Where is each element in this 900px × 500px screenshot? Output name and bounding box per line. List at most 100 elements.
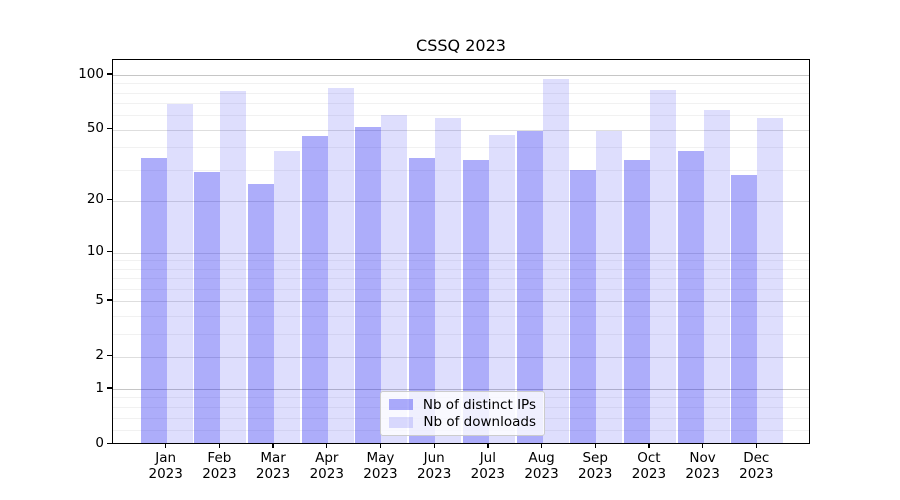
x-tick-year: 2023	[578, 465, 613, 482]
bar-distinct-ips	[731, 174, 758, 444]
major-gridline	[113, 75, 809, 76]
minor-gridline	[113, 288, 809, 290]
y-tick	[107, 354, 112, 357]
bar-distinct-ips	[248, 183, 275, 444]
bar-downloads	[596, 131, 623, 444]
y-tick	[107, 128, 112, 130]
minor-gridline	[113, 92, 809, 94]
bar-downloads	[757, 118, 784, 444]
x-tick	[487, 443, 489, 448]
minor-gridline	[113, 278, 809, 279]
plot-area	[112, 59, 810, 444]
x-tick	[165, 443, 167, 448]
legend: Nb of distinct IPs Nb of downloads	[380, 391, 545, 436]
x-tick	[648, 443, 650, 448]
x-tick-month: Jan	[155, 449, 177, 466]
x-tick-label: Dec 2023	[728, 450, 784, 482]
bar-downloads	[327, 87, 354, 444]
legend-swatch-distinct-ips	[389, 399, 413, 411]
x-tick	[594, 443, 596, 448]
bar-distinct-ips	[140, 157, 167, 444]
bar-downloads	[220, 90, 247, 444]
x-tick	[272, 443, 274, 448]
legend-label-distinct-ips: Nb of distinct IPs	[422, 396, 536, 413]
minor-gridline	[113, 268, 809, 270]
x-tick-month: Dec	[743, 449, 770, 466]
y-tick	[107, 199, 112, 201]
minor-gridline	[113, 169, 809, 171]
x-tick-month: Nov	[689, 449, 716, 466]
x-tick	[702, 443, 704, 448]
x-tick-label: Apr 2023	[299, 450, 355, 482]
bar-distinct-ips	[677, 151, 704, 444]
legend-entry-distinct-ips: Nb of distinct IPs	[389, 397, 536, 413]
y-tick-label: 50	[86, 120, 104, 137]
x-tick-month: Jul	[479, 449, 496, 466]
x-tick-label: Jun 2023	[406, 450, 462, 482]
y-tick-label: 0	[95, 435, 104, 451]
x-tick-month: Oct	[637, 449, 661, 466]
chart-title: CSSQ 2023	[416, 36, 506, 55]
bar-downloads	[166, 104, 193, 444]
y-tick-label: 20	[86, 191, 104, 208]
minor-gridline	[113, 260, 809, 262]
bar-downloads	[649, 89, 676, 444]
minor-gridline	[113, 315, 809, 317]
minor-gridline	[113, 147, 809, 149]
x-tick-label: Sep 2023	[567, 450, 623, 482]
major-gridline	[113, 301, 809, 303]
x-tick	[218, 443, 221, 448]
major-gridline	[113, 129, 809, 131]
x-tick-label: Nov 2023	[675, 450, 731, 482]
x-tick-year: 2023	[363, 465, 398, 482]
bar-downloads	[542, 79, 569, 444]
bar-downloads	[435, 118, 462, 444]
y-tick-label: 1	[95, 379, 104, 396]
x-tick-year: 2023	[739, 465, 774, 482]
x-tick-label: Oct 2023	[621, 450, 677, 482]
bar-distinct-ips	[623, 159, 650, 444]
y-tick	[107, 250, 112, 253]
x-tick-year: 2023	[309, 465, 344, 482]
x-tick	[326, 443, 328, 448]
x-tick-year: 2023	[631, 465, 667, 482]
minor-gridline	[113, 333, 809, 335]
x-tick-year: 2023	[202, 465, 237, 482]
x-tick-year: 2023	[685, 465, 720, 482]
x-tick	[433, 443, 435, 448]
x-tick	[540, 443, 543, 448]
x-tick-year: 2023	[255, 465, 291, 482]
y-tick-label: 2	[95, 347, 104, 364]
x-tick-month: Feb	[207, 449, 232, 466]
bar-distinct-ips	[301, 136, 328, 444]
x-tick-month: Apr	[315, 449, 339, 466]
y-tick-label: 100	[78, 65, 104, 82]
x-tick-month: May	[366, 449, 395, 466]
bar-distinct-ips	[194, 172, 221, 444]
major-gridline	[113, 356, 809, 358]
x-tick-month: Aug	[528, 449, 555, 466]
x-tick-label: Jul 2023	[460, 450, 516, 482]
y-tick-label: 5	[95, 291, 104, 308]
bar-downloads	[274, 151, 301, 444]
x-tick-label: Jan 2023	[138, 450, 194, 482]
bar-downloads	[703, 110, 730, 444]
x-tick-month: Jun	[423, 449, 445, 466]
bar-downloads	[381, 115, 408, 444]
y-tick-label: 10	[86, 243, 104, 260]
x-tick-month: Mar	[260, 449, 286, 466]
x-tick-year: 2023	[416, 465, 452, 482]
legend-swatch-downloads	[389, 416, 414, 428]
x-tick-label: Feb 2023	[191, 450, 247, 482]
x-tick-year: 2023	[524, 465, 559, 482]
major-gridline	[113, 252, 809, 254]
x-tick-year: 2023	[470, 465, 506, 482]
minor-gridline	[113, 115, 809, 117]
legend-label-downloads: Nb of downloads	[423, 414, 536, 431]
x-tick-month: Sep	[582, 449, 608, 466]
minor-gridline	[113, 103, 809, 105]
x-tick-label: May 2023	[352, 450, 408, 482]
y-tick	[107, 299, 112, 301]
x-tick	[755, 443, 757, 448]
